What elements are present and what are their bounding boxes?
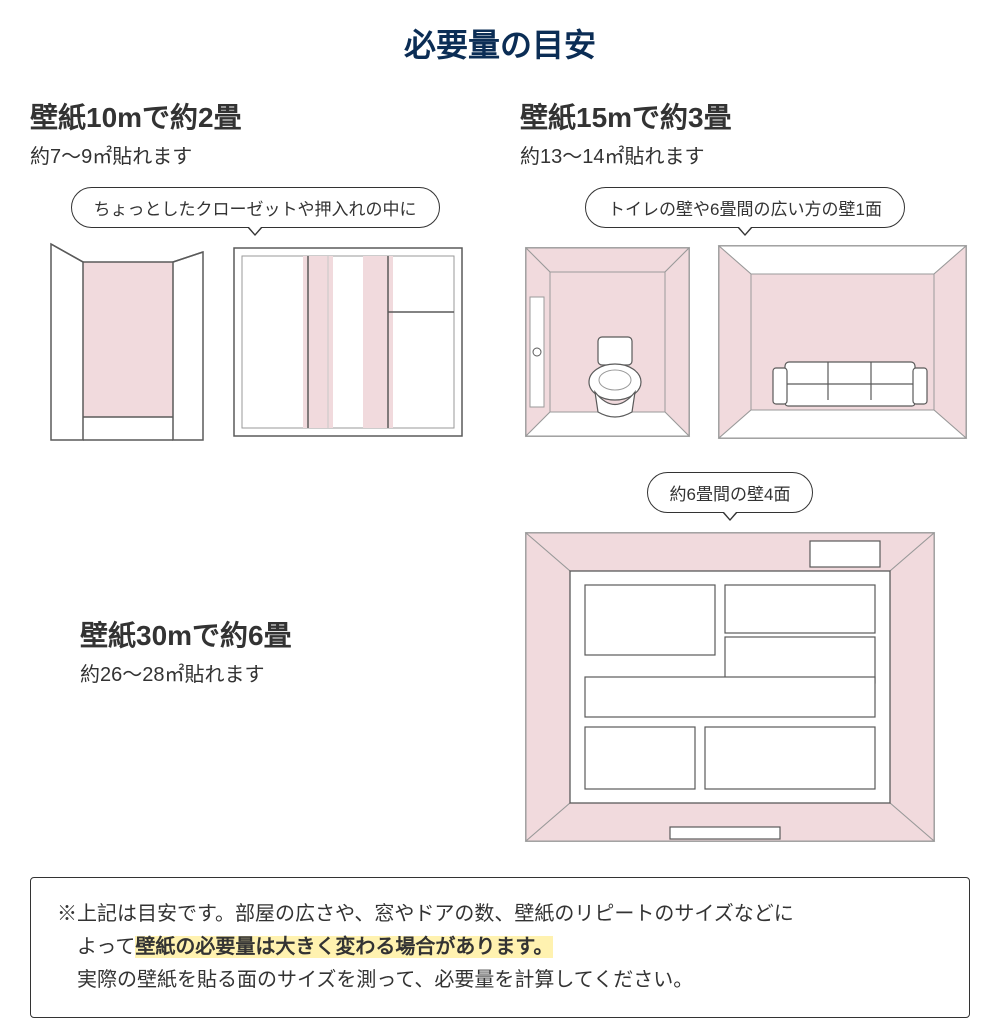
section-30m-text: 壁紙30mで約6畳 約26～28㎡貼れます [30, 614, 460, 705]
section-15m-title: 壁紙15mで約3畳 [520, 96, 970, 136]
section-10m-sub: 約7～9㎡貼れます [30, 140, 480, 169]
sliding-closet-icon [228, 242, 468, 442]
disclaimer-highlight: 壁紙の必要量は大きく変わる場合があります。 [135, 936, 553, 958]
section-10m: 壁紙10mで約2畳 約7～9㎡貼れます ちょっとしたクローゼットや押入れの中に [30, 96, 480, 442]
section-15m-tag: トイレの壁や6畳間の広い方の壁1面 [585, 187, 905, 228]
disclaimer-line3: 実際の壁紙を貼る面のサイズを測って、必要量を計算してください。 [57, 964, 943, 997]
section-30m: 壁紙30mで約6畳 約26～28㎡貼れます 約6畳間の壁4面 [30, 472, 970, 847]
disclaimer-box: ※上記は目安です。部屋の広さや、窓やドアの数、壁紙のリピートのサイズなどに よっ… [30, 877, 970, 1018]
disclaimer-line1: ※上記は目安です。部屋の広さや、窓やドアの数、壁紙のリピートのサイズなどに [57, 898, 943, 931]
disclaimer-line2-prefix: よって [57, 936, 135, 958]
infographic-page: 必要量の目安 壁紙10mで約2畳 約7～9㎡貼れます ちょっとしたクローゼットや… [0, 0, 1000, 1000]
section-10m-illustrations [30, 242, 480, 442]
room-floorplan-icon [520, 527, 940, 847]
section-10m-tag-wrap: ちょっとしたクローゼットや押入れの中に [30, 187, 480, 228]
section-30m-tag: 約6畳間の壁4面 [647, 472, 814, 513]
toilet-room-icon [520, 242, 695, 442]
section-15m-illustrations [520, 242, 970, 442]
room-sofa-icon [715, 242, 970, 442]
disclaimer-line2: よって壁紙の必要量は大きく変わる場合があります。 [57, 931, 943, 964]
section-30m-tag-wrap: 約6畳間の壁4面 [490, 472, 970, 513]
section-30m-diagram-block: 約6畳間の壁4面 [490, 472, 970, 847]
section-30m-title: 壁紙30mで約6畳 [80, 614, 460, 654]
page-title: 必要量の目安 [30, 20, 970, 66]
section-15m-tag-wrap: トイレの壁や6畳間の広い方の壁1面 [520, 187, 970, 228]
section-15m: 壁紙15mで約3畳 約13～14㎡貼れます トイレの壁や6畳間の広い方の壁1面 [520, 96, 970, 442]
section-15m-sub: 約13～14㎡貼れます [520, 140, 970, 169]
section-30m-sub: 約26～28㎡貼れます [80, 658, 460, 687]
top-row: 壁紙10mで約2畳 約7～9㎡貼れます ちょっとしたクローゼットや押入れの中に [30, 96, 970, 442]
section-10m-title: 壁紙10mで約2畳 [30, 96, 480, 136]
section-10m-tag: ちょっとしたクローゼットや押入れの中に [71, 187, 440, 228]
closet-open-icon [43, 242, 208, 442]
